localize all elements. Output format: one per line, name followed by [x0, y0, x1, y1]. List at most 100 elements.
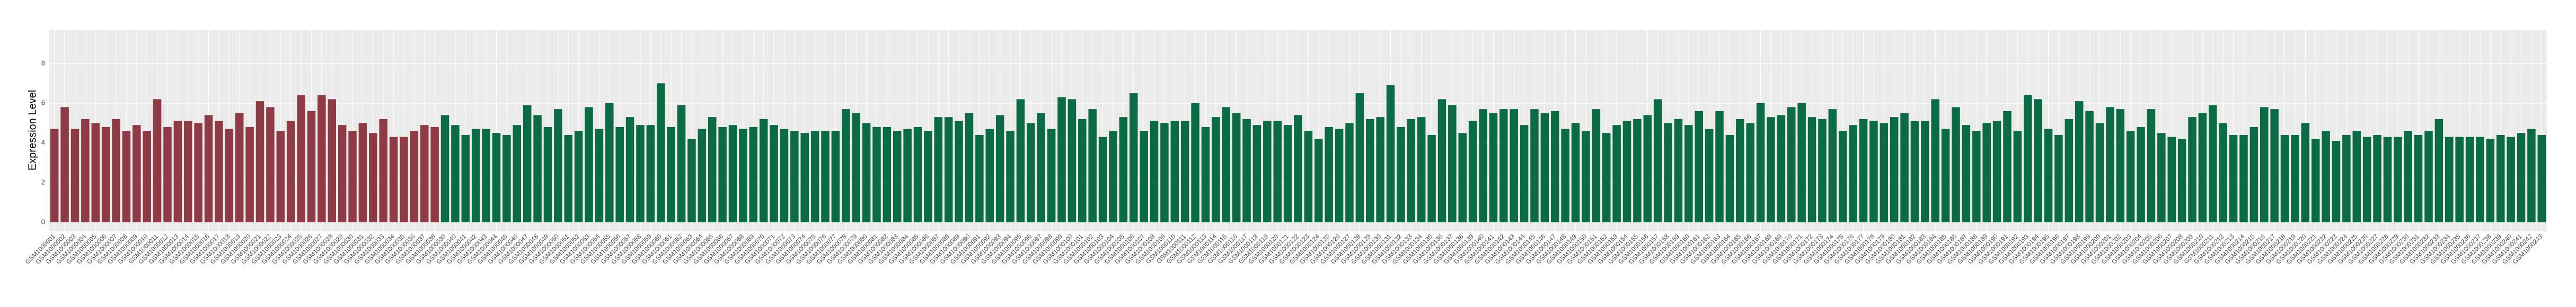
- bar: [184, 121, 192, 223]
- bar: [70, 129, 80, 223]
- bar: [1252, 125, 1261, 223]
- bar: [379, 119, 387, 223]
- bar: [1315, 139, 1323, 223]
- bar: [1458, 133, 1467, 223]
- bar: [1664, 123, 1672, 223]
- bar: [1273, 121, 1282, 223]
- bar: [1807, 117, 1816, 223]
- bar: [1242, 119, 1251, 223]
- bar: [1992, 121, 2001, 223]
- bar: [831, 131, 840, 223]
- bar: [523, 105, 532, 223]
- bar: [338, 125, 347, 223]
- bar: [1952, 107, 1960, 223]
- bar: [2054, 134, 2063, 223]
- bar: [60, 107, 69, 223]
- bar: [1499, 109, 1508, 223]
- bar: [1263, 121, 1272, 223]
- bar: [852, 113, 860, 223]
- bar: [1037, 113, 1045, 223]
- bar: [924, 131, 932, 223]
- bar: [1787, 107, 1796, 223]
- bar: [1684, 125, 1693, 223]
- bar: [1972, 131, 1981, 223]
- bar: [862, 123, 871, 223]
- bar: [492, 133, 501, 223]
- bar: [1109, 131, 1117, 223]
- bar: [657, 83, 665, 223]
- bar: [1232, 113, 1241, 223]
- bar: [1849, 125, 1857, 223]
- bar: [235, 113, 244, 223]
- bar: [2414, 134, 2423, 223]
- bar: [893, 131, 902, 223]
- bar: [1756, 103, 1765, 223]
- bar: [1633, 119, 1642, 223]
- bar: [975, 134, 984, 223]
- bar: [739, 129, 747, 223]
- bar: [2404, 131, 2412, 223]
- bar: [2198, 113, 2207, 223]
- bar: [1520, 125, 1529, 223]
- bar: [533, 115, 542, 223]
- bar: [1027, 123, 1035, 223]
- bar: [2455, 137, 2464, 223]
- bar: [2424, 131, 2433, 223]
- bar: [1880, 123, 1889, 223]
- bar: [677, 105, 686, 223]
- bar: [1530, 109, 1539, 223]
- bar: [245, 127, 254, 223]
- bar: [2106, 107, 2114, 223]
- bar: [482, 129, 490, 223]
- bar: [143, 131, 151, 223]
- bar: [297, 95, 305, 223]
- y-tick-label: 0: [41, 218, 45, 226]
- bar: [1088, 109, 1097, 223]
- bar: [780, 129, 789, 223]
- bar: [965, 113, 974, 223]
- y-tick-label: 4: [41, 138, 45, 146]
- bar: [2352, 131, 2361, 223]
- bar: [985, 129, 994, 223]
- bar: [698, 129, 707, 223]
- bar: [1736, 119, 1744, 223]
- bar: [1510, 109, 1518, 223]
- bar: [944, 117, 953, 223]
- bar: [266, 107, 275, 223]
- bar: [440, 115, 449, 223]
- bar: [1900, 113, 1909, 223]
- bar: [718, 127, 727, 223]
- bar: [821, 131, 830, 223]
- bar: [204, 115, 213, 223]
- bar: [615, 127, 624, 223]
- bar: [810, 131, 819, 223]
- bar: [1170, 121, 1179, 223]
- bar: [2209, 105, 2217, 223]
- bar: [1191, 103, 1199, 223]
- bar: [1304, 131, 1313, 223]
- bar: [112, 119, 120, 223]
- bar: [2003, 111, 2012, 223]
- bar: [2013, 131, 2022, 223]
- bar: [1910, 121, 1919, 223]
- bar: [389, 137, 398, 223]
- bar: [50, 129, 59, 223]
- bar: [883, 127, 892, 223]
- bar: [2116, 109, 2125, 223]
- bar: [1437, 99, 1446, 223]
- bar: [1294, 115, 1302, 223]
- bar: [1397, 127, 1405, 223]
- bar: [1705, 129, 1714, 223]
- bar: [2034, 99, 2042, 223]
- bar: [1551, 111, 1559, 223]
- bar: [759, 119, 768, 223]
- bar: [2147, 109, 2156, 223]
- bar: [2476, 137, 2484, 223]
- bar: [1612, 125, 1621, 223]
- bar: [1643, 115, 1652, 223]
- bar: [1201, 127, 1210, 223]
- bar: [225, 129, 234, 223]
- bar: [2044, 129, 2053, 223]
- bar: [2239, 134, 2248, 223]
